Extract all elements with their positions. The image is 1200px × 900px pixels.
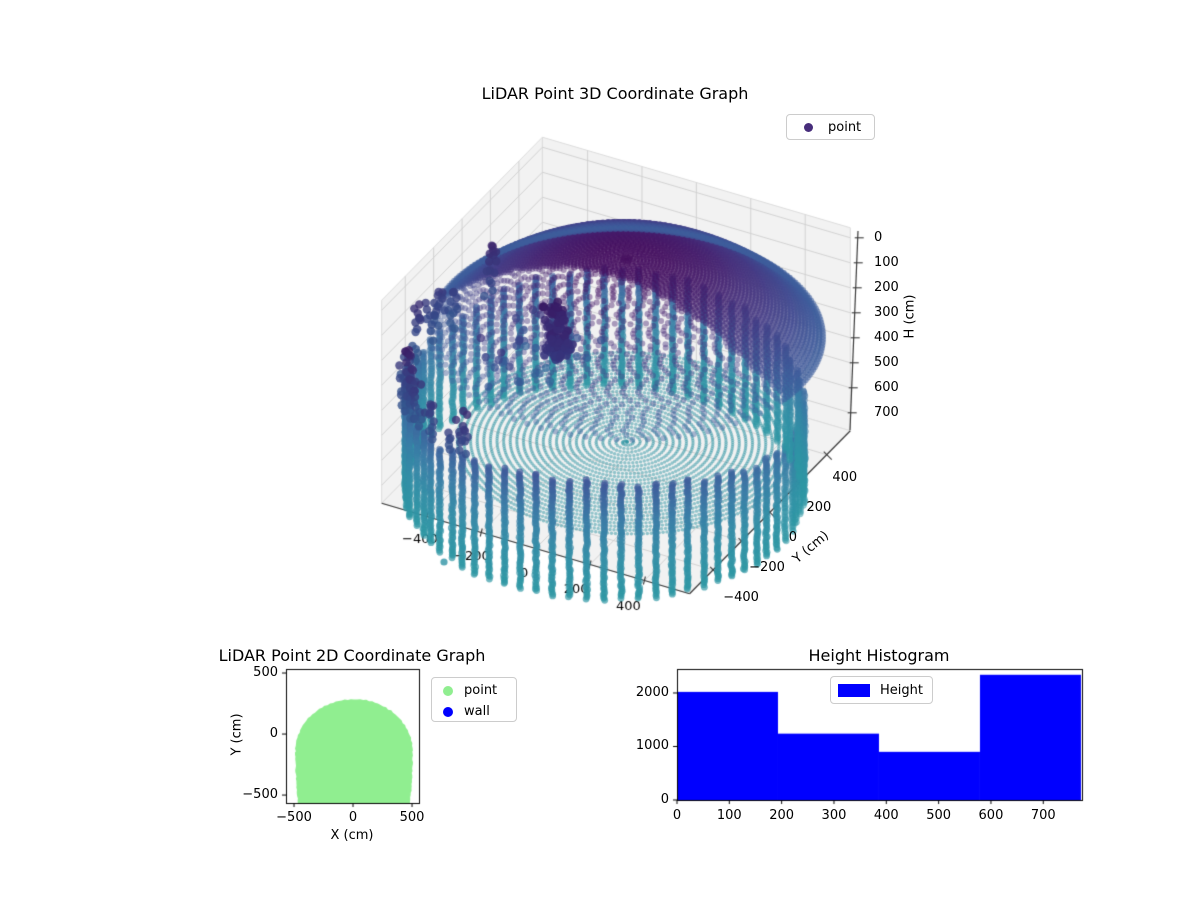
histogram-x-tick-label: 300 xyxy=(821,808,847,823)
plot3d-h-tick-label: 300 xyxy=(874,304,899,320)
histogram-title: Height Histogram xyxy=(808,646,950,665)
plot3d-title: LiDAR Point 3D Coordinate Graph xyxy=(481,84,749,103)
plot2d-legend-label-point: point xyxy=(464,683,498,698)
histogram-x-tick-label: 400 xyxy=(873,808,899,823)
plot3d-h-tick-label: 0 xyxy=(874,229,883,245)
histogram-legend: Height xyxy=(830,676,933,704)
plot3d-h-tick-label: 100 xyxy=(874,254,899,270)
plot2d-legend-row-point: point xyxy=(432,680,516,701)
plot3d-legend: point xyxy=(786,114,875,140)
plot3d-h-tick-label: 600 xyxy=(874,379,899,395)
plot3d-legend-label: point xyxy=(828,119,862,135)
histogram-x-tick-label: 200 xyxy=(769,808,795,823)
plot3d-h-tick-label: 400 xyxy=(874,329,899,345)
point-marker-icon xyxy=(804,122,813,132)
plot2d-legend: point wall xyxy=(431,677,517,722)
histogram-y-tick-label: 2000 xyxy=(635,684,669,700)
histogram-x-tick-label: 700 xyxy=(1030,808,1056,823)
plot3d-h-tick-label: 200 xyxy=(874,279,899,295)
plot3d-y-tick-label: −400 xyxy=(723,589,759,605)
histogram-y-tick-label: 1000 xyxy=(635,738,669,754)
histogram-x-tick-label: 500 xyxy=(926,808,952,823)
plot2d-legend-row-wall: wall xyxy=(432,701,516,722)
height-legend-swatch xyxy=(838,683,870,697)
histogram-x-tick-label: 100 xyxy=(716,808,742,823)
histogram-y-tick-label: 0 xyxy=(660,792,669,807)
plot2d-y-tick-label: 0 xyxy=(269,726,278,742)
wall-marker-icon xyxy=(443,706,453,717)
histogram-x-tick-label: 0 xyxy=(672,808,682,823)
histogram-legend-row: Height xyxy=(831,677,932,703)
plot3d-y-tick-label: 0 xyxy=(788,529,798,545)
plot2d-x-tick-label: 0 xyxy=(348,810,358,825)
plot2d-x-tick-label: −500 xyxy=(276,810,312,825)
plot2d-y-tick-label: −500 xyxy=(242,787,278,803)
plot2d-x-tick-label: 500 xyxy=(399,810,425,825)
histogram-x-tick-label: 600 xyxy=(978,808,1004,823)
plot2d-title: LiDAR Point 2D Coordinate Graph xyxy=(218,646,486,665)
plot2d-y-tick-label: 500 xyxy=(253,665,278,681)
point-marker-icon xyxy=(443,685,453,696)
histogram-legend-label: Height xyxy=(880,682,923,698)
plot3d-y-tick-label: 400 xyxy=(832,469,858,485)
plot3d-h-tick-label: 700 xyxy=(874,404,899,420)
plot3d-y-tick-label: −200 xyxy=(749,559,785,575)
plot3d-legend-row: point xyxy=(787,115,874,139)
plot2d-x-axis-label: X (cm) xyxy=(330,828,374,843)
plot3d-y-tick-label: 200 xyxy=(806,499,832,515)
plot2d-legend-label-wall: wall xyxy=(464,704,490,719)
plot3d-h-tick-label: 500 xyxy=(874,354,899,370)
